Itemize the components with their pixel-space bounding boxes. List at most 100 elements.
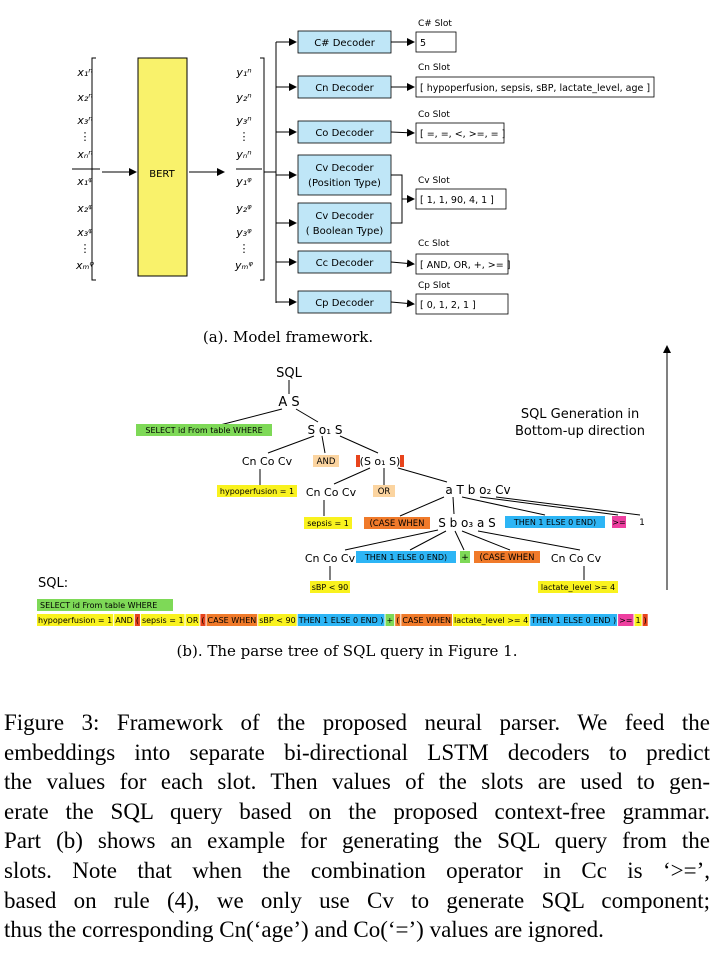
decoder-label-6: Cp Decoder [315, 298, 374, 309]
output-token-4: yₙⁿ [235, 148, 251, 161]
hypo-badge [217, 485, 297, 497]
sql-part-15: 1 [635, 616, 640, 625]
sql-part-2: ( [136, 616, 139, 625]
sql-part-11: CASE WHEN [402, 616, 451, 625]
select-badge-text: SELECT id From table WHERE [145, 426, 262, 435]
input-token-0: x₁ⁿ [76, 66, 92, 79]
tree-node-as: A S [278, 395, 299, 410]
slot-arrow-5 [390, 299, 415, 308]
sql-part-8: THEN 1 ELSE 0 END ) [298, 616, 384, 625]
sql-part-bg-7 [258, 614, 297, 626]
slot-box-2 [415, 122, 505, 144]
output-token-8: ⋮ [239, 242, 250, 255]
tree-edges [219, 380, 641, 580]
one-value: 1 [639, 518, 645, 528]
slot-value-0: 5 [420, 38, 426, 49]
slot-title-5: Cp Slot [418, 281, 451, 291]
sql-part-bg-16 [642, 614, 648, 626]
decoder-label-2: Co Decoder [315, 128, 374, 139]
direction-line-2: Bottom-up direction [515, 424, 645, 439]
sql-part-bg-3 [140, 614, 185, 626]
paren-badge-open [356, 455, 360, 467]
case-when-badge-2 [474, 551, 540, 563]
model-framework: x₁ⁿ x₂ⁿ x₃ⁿ ⋮ xₙⁿ x₁ᵠ x₂ᵠ x₃ᵠ ⋮ xₘᵠ BERT y₁ⁿ y₂ⁿ y₃… [72, 19, 655, 346]
sql-part-4: OR [187, 616, 199, 625]
decoder-box-3 [297, 154, 392, 196]
decoder-label-1: Cn Decoder [315, 83, 374, 94]
slot-arrow-3 [391, 174, 414, 224]
slot-value-1: [ hypoperfusion, sepsis, sBP, lactate_le… [420, 83, 650, 94]
input-token-5: x₁ᵠ [76, 175, 93, 188]
input-token-6: x₂ᵠ [76, 202, 93, 215]
slot-box-4 [415, 253, 509, 275]
paren-badge-close [400, 455, 404, 467]
sepsis-badge-text: sepsis = 1 [307, 519, 349, 528]
tree-node-cn-co-cv-2: Cn Co Cv [306, 486, 357, 499]
sql-part-bg-9 [385, 614, 395, 626]
output-token-3: ⋮ [239, 130, 250, 143]
output-token-0: y₁ⁿ [235, 66, 251, 79]
sql-final-query: hypoperfusion = 1 AND(sepsis = 1 OR(CASE W… [37, 614, 648, 626]
sql-select-text: SELECT id From table WHERE [40, 601, 157, 610]
caption-line-1: Figure 3: Framework of the proposed neur… [4, 710, 710, 735]
slot-value-3: [ 1, 1, 90, 4, 1 ] [420, 195, 494, 206]
decoder-label-5: Cc Decoder [316, 258, 375, 269]
slot-box-0 [415, 31, 457, 53]
caption-line-3: the values for each slot. Then values of… [4, 769, 710, 795]
caption-line-8: thus the corresponding Cn(‘age’) and Co(… [4, 917, 604, 943]
sql-label: SQL: [38, 576, 68, 591]
sql-part-bg-6 [206, 614, 258, 626]
tree-node-s-o1-s: S o₁ S [307, 423, 342, 437]
tree-root-sql: SQL [276, 366, 302, 381]
caption-a: (a). Model framework. [203, 328, 373, 346]
decoder-label-4: Cv Decoder [315, 211, 374, 222]
slot-boxes: C# Slot 5 Cn Slot [ hypoperfusion, sepsis, … [390, 19, 655, 315]
and-badge-text: AND [317, 457, 336, 467]
case-when-badge-1 [364, 517, 430, 529]
input-token-2: x₃ⁿ [76, 114, 92, 127]
input-token-8: ⋮ [80, 242, 91, 255]
sql-part-bg-12 [453, 614, 530, 626]
sql-part-bg-4 [185, 614, 200, 626]
sql-part-13: THEN 1 ELSE 0 END ) [530, 616, 616, 625]
decoder-sublabel-4: ( Boolean Type) [306, 226, 384, 237]
tree-node-a-t-b-o2-cv: a T b o₂ Cv [445, 483, 510, 497]
sql-part-bg-2 [134, 614, 140, 626]
tree-node-cn-co-cv-1: Cn Co Cv [242, 455, 293, 468]
output-token-2: y₃ⁿ [235, 114, 251, 127]
output-token-6: y₂ᵠ [235, 202, 252, 215]
sql-select-badge [37, 599, 173, 611]
input-token-1: x₂ⁿ [76, 91, 92, 104]
then-badge-2-text: THEN 1 ELSE 0 END) [364, 553, 447, 562]
hypo-badge-text: hypoperfusion = 1 [220, 487, 294, 496]
tree-node-s-o1-s-2: (S o₁ S) [360, 455, 401, 468]
sql-part-12: lactate_level >= 4 [454, 616, 528, 625]
sql-part-3: sepsis = 1 [142, 616, 184, 625]
plus-badge [460, 551, 470, 563]
caption-line-2: embeddings into separate bi-directional … [4, 739, 710, 765]
slot-value-2: [ =, =, <, >=, = ] [420, 129, 505, 140]
decoder-sublabel-3: (Position Type) [308, 178, 381, 189]
output-token-7: y₃ᵠ [235, 226, 252, 239]
tree-node-cn-co-cv-4: Cn Co Cv [551, 552, 602, 565]
output-token-5: y₁ᵠ [235, 175, 252, 188]
ge-badge [612, 516, 626, 528]
or-badge-text: OR [378, 487, 391, 497]
slot-title-0: C# Slot [418, 19, 452, 29]
direction-line-1: SQL Generation in [521, 407, 639, 422]
slot-box-1 [415, 76, 655, 98]
sql-part-bg-8 [297, 614, 385, 626]
sql-part-9: + [387, 616, 394, 625]
case-when-badge-1-text: (CASE WHEN [369, 519, 424, 529]
tree-node-cn-co-cv-3: Cn Co Cv [305, 552, 356, 565]
ge-badge-text: >= [612, 518, 625, 527]
sql-part-bg-10 [395, 614, 401, 626]
sbp-badge [310, 581, 350, 593]
sql-part-bg-1 [114, 614, 134, 626]
sql-part-6: CASE WHEN [208, 616, 257, 625]
sql-part-5: ( [201, 616, 204, 625]
or-badge [373, 485, 395, 497]
caption-line-7: based on rule (4), we only use Cv to gen… [4, 887, 710, 913]
slot-box-5 [415, 293, 509, 315]
and-badge [313, 455, 339, 467]
